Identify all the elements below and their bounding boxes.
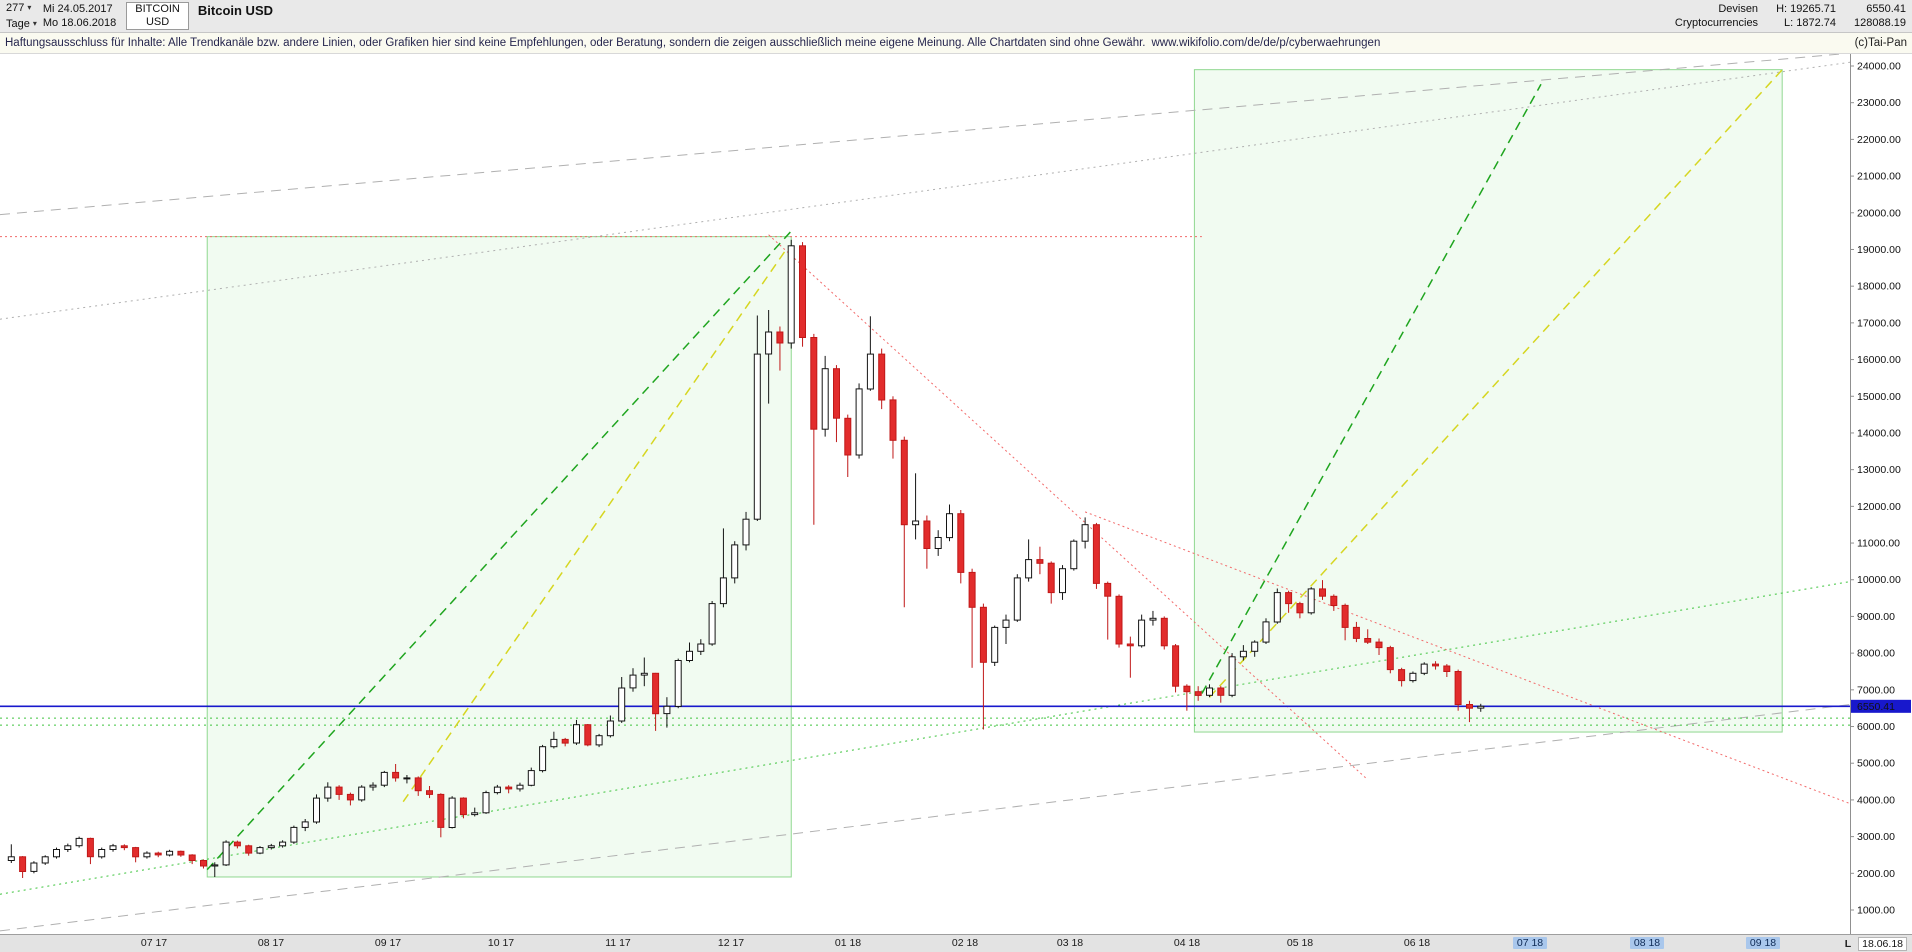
price-tick-label: 6000.00 bbox=[1857, 721, 1895, 733]
period-controls: 277 ▾ Tage ▾ bbox=[0, 0, 37, 32]
uptrend-2017-green-dashed bbox=[206, 230, 792, 871]
time-tick-label: 08 17 bbox=[257, 937, 285, 949]
price-tick-label: 16000.00 bbox=[1857, 354, 1901, 366]
gray-channel-lower-dashed bbox=[0, 704, 1850, 932]
symbol-currency: USD bbox=[145, 16, 170, 28]
category-label: Devisen bbox=[1718, 3, 1759, 15]
disclaimer-link: www.wikifolio.com/de/de/p/cyberwaehrunge… bbox=[1151, 37, 1381, 49]
time-tick-label: 09 18 bbox=[1746, 937, 1780, 949]
last-price: 6550.41 bbox=[1866, 3, 1906, 15]
price-axis: 1000.00 2000.00 3000.00 4000.00 5000.00 6000.… bbox=[1850, 54, 1911, 934]
price-tick-label: 10000.00 bbox=[1857, 574, 1901, 586]
price-tick-label: 19000.00 bbox=[1857, 244, 1901, 256]
downtrend-shallow-red-dotted bbox=[1084, 511, 1850, 805]
last-price-tag bbox=[1851, 699, 1911, 713]
uptrend-2017-yellow-dashed bbox=[402, 247, 789, 803]
uptrend-2018-green-dashed bbox=[1201, 83, 1542, 694]
price-tick-label: 11000.00 bbox=[1857, 538, 1900, 550]
price-tick-label: 8000.00 bbox=[1857, 648, 1895, 660]
time-tick-label: 12 17 bbox=[717, 937, 745, 949]
plot-area bbox=[0, 54, 1850, 932]
caret-down-icon: ▾ bbox=[32, 19, 37, 28]
timeframe-value: Tage bbox=[6, 18, 30, 30]
trend-box-2018 bbox=[1193, 69, 1783, 733]
price-tick-label: 20000.00 bbox=[1857, 207, 1901, 219]
time-tick-label: 09 17 bbox=[374, 937, 402, 949]
price-tick-label: 5000.00 bbox=[1857, 758, 1895, 770]
caret-down-icon: ▾ bbox=[27, 3, 32, 12]
period-low: L: 1872.74 bbox=[1784, 17, 1836, 29]
axis-end-label: L 18.06.18 bbox=[1845, 937, 1907, 951]
time-tick-label: 07 18 bbox=[1513, 937, 1547, 949]
last-bar-date: 18.06.18 bbox=[1858, 937, 1907, 951]
price-tick-label: 21000.00 bbox=[1857, 171, 1901, 183]
gray-channel-upper-dashed bbox=[0, 54, 1847, 216]
price-tick-label: 23000.00 bbox=[1857, 97, 1901, 109]
symbol-name: BITCOIN bbox=[135, 3, 180, 15]
toolbar: 277 ▾ Tage ▾ Mi 24.05.2017 Mo 18.06.2018… bbox=[0, 0, 1912, 33]
timeframe-dropdown[interactable]: Tage ▾ bbox=[6, 18, 37, 30]
price-tick-label: 17000.00 bbox=[1857, 317, 1901, 329]
price-tick-label: 2000.00 bbox=[1857, 868, 1895, 880]
toolbar-right: Devisen Cryptocurrencies H: 19265.71 L: … bbox=[1675, 0, 1912, 32]
price-tick-label: 14000.00 bbox=[1857, 427, 1901, 439]
price-tick-label: 22000.00 bbox=[1857, 134, 1901, 146]
price-tick-label: 13000.00 bbox=[1857, 464, 1901, 476]
price-tick-label: 15000.00 bbox=[1857, 391, 1901, 403]
category-block: Devisen Cryptocurrencies bbox=[1675, 2, 1758, 30]
disclaimer-bar: Haftungsausschluss für Inhalte: Alle Tre… bbox=[0, 33, 1912, 54]
chart-title: Bitcoin USD bbox=[197, 3, 274, 18]
date-from: Mi 24.05.2017 bbox=[42, 3, 113, 15]
high-low-block: H: 19265.71 L: 1872.74 bbox=[1776, 2, 1836, 30]
candles bbox=[7, 239, 1485, 878]
category-sublabel: Cryptocurrencies bbox=[1674, 17, 1759, 29]
time-tick-label: 06 18 bbox=[1403, 937, 1431, 949]
symbol-field[interactable]: BITCOIN USD bbox=[126, 2, 189, 30]
quote-block: 6550.41 128088.19 bbox=[1854, 2, 1906, 30]
secondary-value: 128088.19 bbox=[1854, 17, 1906, 29]
time-tick-label: 05 18 bbox=[1286, 937, 1314, 949]
date-range: Mi 24.05.2017 Mo 18.06.2018 bbox=[37, 0, 116, 32]
price-tick-label: 7000.00 bbox=[1857, 684, 1895, 696]
period-high: H: 19265.71 bbox=[1776, 3, 1836, 15]
time-tick-label: 03 18 bbox=[1056, 937, 1084, 949]
time-tick-label: 04 18 bbox=[1173, 937, 1201, 949]
price-tick-label: 9000.00 bbox=[1857, 611, 1895, 623]
bars-count-value: 277 bbox=[6, 2, 25, 14]
disclaimer-text: Haftungsausschluss für Inhalte: Alle Tre… bbox=[5, 37, 1146, 49]
time-tick-label: 10 17 bbox=[487, 937, 515, 949]
price-tick-label: 12000.00 bbox=[1857, 501, 1901, 513]
time-tick-label: 02 18 bbox=[951, 937, 979, 949]
price-tick-label: 4000.00 bbox=[1857, 794, 1895, 806]
time-tick-label: 07 17 bbox=[140, 937, 168, 949]
tai-pan-copyright: (c)Tai-Pan bbox=[1854, 37, 1907, 49]
time-axis-bar: L 18.06.18 07 17 08 17 09 17 10 17 11 17 12 1… bbox=[0, 934, 1912, 952]
chart-canvas[interactable]: 1000.00 2000.00 3000.00 4000.00 5000.00 6000.… bbox=[0, 54, 1912, 934]
price-tick-label: 1000.00 bbox=[1857, 905, 1895, 917]
date-to: Mo 18.06.2018 bbox=[42, 17, 117, 29]
trend-box-2017 bbox=[206, 236, 792, 878]
price-tick-label: 24000.00 bbox=[1857, 61, 1901, 73]
last-price-tag-label: 6550.41 bbox=[1857, 701, 1895, 713]
time-tick-label: 01 18 bbox=[834, 937, 862, 949]
time-tick-label: 08 18 bbox=[1630, 937, 1664, 949]
price-tick-label: 3000.00 bbox=[1857, 831, 1895, 843]
price-tick-label: 18000.00 bbox=[1857, 281, 1901, 293]
green-support-diagonal-dotted bbox=[0, 581, 1850, 895]
time-tick-label: 11 17 bbox=[605, 937, 631, 949]
last-bar-indicator: L bbox=[1844, 938, 1852, 950]
bars-count-dropdown[interactable]: 277 ▾ bbox=[6, 2, 37, 14]
uptrend-2018-yellow-dashed bbox=[1208, 69, 1783, 698]
